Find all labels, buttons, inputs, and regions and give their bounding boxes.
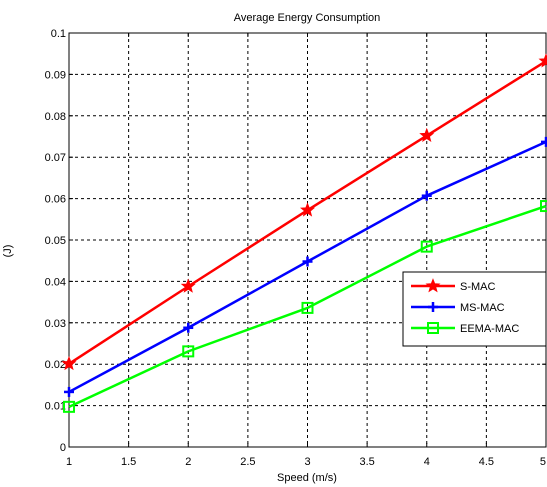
y-tick-label: 0.08 bbox=[45, 111, 66, 123]
data-point-s-mac bbox=[538, 53, 547, 68]
legend: S-MAC MS-MAC EEMA-MAC bbox=[402, 271, 547, 347]
x-tick-label: 2.5 bbox=[240, 456, 255, 468]
grid-lines bbox=[69, 33, 546, 447]
data-point-s-mac bbox=[419, 127, 435, 143]
data-point-ms-mac bbox=[302, 256, 313, 267]
y-tick-label: 0.03 bbox=[45, 318, 66, 330]
y-tick-label: 0.1 bbox=[51, 28, 66, 40]
x-tick-label: 3 bbox=[304, 456, 310, 468]
series-line-eema-mac bbox=[68, 204, 547, 408]
y-tick-label: 0.09 bbox=[45, 69, 66, 81]
legend-marker-s-mac bbox=[425, 278, 441, 293]
axis-ticks: 1 1.5 2 2.5 3 3.5 4 4.5 5 0 0.01 0.02 0.03 0.04 0.05 0.… bbox=[45, 28, 547, 468]
y-tick-label: 0 bbox=[60, 442, 66, 454]
y-tick-label: 0.07 bbox=[45, 152, 66, 164]
data-point-eema-mac bbox=[420, 240, 433, 253]
y-axis-label: (J) bbox=[2, 245, 14, 258]
y-tick-label: 0.02 bbox=[45, 359, 66, 371]
data-point-ms-mac bbox=[64, 386, 74, 397]
x-tick-label: 1.5 bbox=[121, 456, 136, 468]
data-point-ms-mac bbox=[183, 322, 194, 333]
series-s-mac bbox=[61, 53, 547, 371]
data-point-s-mac bbox=[180, 278, 196, 293]
data-point-eema-mac bbox=[182, 345, 195, 358]
data-series bbox=[61, 53, 547, 413]
legend-label-s-mac: S-MAC bbox=[460, 281, 496, 293]
data-point-eema-mac bbox=[540, 200, 547, 213]
x-tick-label: 5 bbox=[540, 456, 546, 468]
x-tick-label: 3.5 bbox=[359, 456, 374, 468]
x-axis-label: Speed (m/s) bbox=[277, 472, 337, 484]
y-tick-label: 0.05 bbox=[45, 235, 66, 247]
data-point-s-mac bbox=[300, 202, 315, 217]
legend-marker-ms-mac bbox=[428, 302, 438, 312]
data-point-ms-mac bbox=[421, 190, 432, 201]
data-point-s-mac bbox=[61, 355, 77, 371]
data-point-eema-mac bbox=[63, 400, 75, 413]
series-eema-mac bbox=[63, 200, 547, 413]
y-tick-label: 0.01 bbox=[45, 401, 66, 413]
x-tick-label: 4 bbox=[424, 456, 430, 468]
series-ms-mac bbox=[64, 136, 547, 397]
legend-marker-eema-mac bbox=[427, 322, 439, 334]
data-point-eema-mac bbox=[301, 301, 314, 314]
x-tick-label: 4.5 bbox=[479, 456, 494, 468]
legend-label-ms-mac: MS-MAC bbox=[460, 302, 505, 314]
y-tick-label: 0.04 bbox=[45, 276, 66, 288]
chart-title: Average Energy Consumption bbox=[234, 12, 381, 24]
legend-label-eema-mac: EEMA-MAC bbox=[460, 323, 519, 335]
data-point-ms-mac bbox=[541, 136, 547, 147]
x-tick-label: 1 bbox=[66, 456, 72, 468]
x-tick-label: 2 bbox=[185, 456, 191, 468]
y-tick-label: 0.06 bbox=[45, 194, 66, 206]
